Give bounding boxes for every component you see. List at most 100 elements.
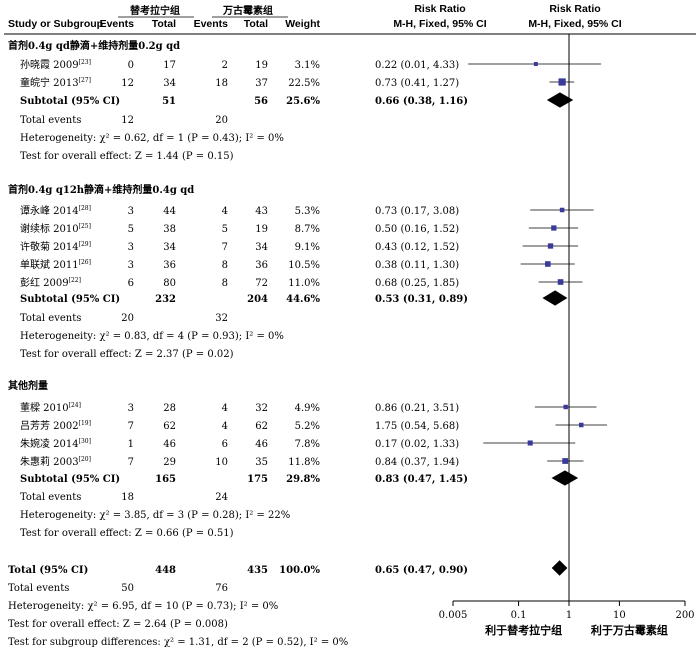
risk-ratio-header: Risk Ratio bbox=[414, 3, 465, 15]
subgroup-3-study-2-events-1: 7 bbox=[128, 421, 134, 432]
subgroup-2-subtotal-ci-text: 0.53 (0.31, 0.89) bbox=[375, 294, 468, 305]
subgroup-1-subtotal-label: Subtotal (95% CI) bbox=[20, 96, 120, 107]
subgroup-1-study-2-marker bbox=[558, 78, 566, 86]
subgroup-2-study-1-events-2: 4 bbox=[222, 206, 228, 217]
subgroup-3-subtotal-weight: 29.8% bbox=[286, 474, 320, 485]
total-weight: 100.0% bbox=[279, 565, 320, 576]
subgroup-2-study-1-marker bbox=[559, 207, 565, 213]
subgroup-1-study-1-marker bbox=[533, 62, 538, 66]
subgroup-1-study-1-events-2: 2 bbox=[222, 60, 228, 71]
subgroup-2-study-5-events-2: 8 bbox=[222, 278, 228, 289]
subgroup-1-total-events-2: 20 bbox=[215, 115, 228, 126]
events-header-2: Events bbox=[194, 18, 229, 30]
total-ci-text: 0.65 (0.47, 0.90) bbox=[375, 565, 468, 576]
subgroup-1-study-2-ci-text: 0.73 (0.41, 1.27) bbox=[375, 78, 459, 89]
subgroup-3-study-4-total-2: 35 bbox=[255, 457, 268, 468]
subgroup-1-heterogeneity: Heterogeneity: χ² = 0.62, df = 1 (P = 0.… bbox=[20, 133, 284, 144]
subgroup-2-total-events-1: 20 bbox=[121, 313, 134, 324]
weight-header: Weight bbox=[285, 18, 320, 30]
subgroup-1-study-2-events-1: 12 bbox=[121, 78, 134, 89]
overall-total-events-label: Total events bbox=[8, 583, 69, 594]
subgroup-2-subtotal-total-2: 204 bbox=[247, 294, 268, 305]
subgroup-3-overall-effect: Test for overall effect: Z = 0.66 (P = 0… bbox=[20, 528, 234, 539]
footer-line-1: Heterogeneity: χ² = 6.95, df = 10 (P = 0… bbox=[8, 601, 278, 612]
events-header-1: Events bbox=[100, 18, 135, 30]
subgroup-2-heterogeneity: Heterogeneity: χ² = 0.83, df = 4 (P = 0.… bbox=[20, 331, 284, 342]
subgroup-3-study-3-events-2: 6 bbox=[222, 439, 228, 450]
group-header-teicoplanin: 替考拉宁组 bbox=[130, 4, 180, 17]
subgroup-2-subtotal-label: Subtotal (95% CI) bbox=[20, 294, 120, 305]
subgroup-2-study-3-marker bbox=[547, 243, 554, 249]
subgroup-1-total-events-1: 12 bbox=[121, 115, 134, 126]
subgroup-3-total-events-2: 24 bbox=[215, 492, 228, 503]
subgroup-1-study-1-total-1: 17 bbox=[163, 60, 176, 71]
subgroup-2-study-2-weight: 8.7% bbox=[295, 224, 320, 235]
subgroup-2-study-5-events-1: 6 bbox=[128, 278, 134, 289]
subgroup-2-subtotal-total-1: 232 bbox=[155, 294, 176, 305]
subgroup-1-study-1-events-1: 0 bbox=[128, 60, 134, 71]
overall-total-events-1: 50 bbox=[121, 583, 134, 594]
subgroup-3-study-1-events-1: 3 bbox=[128, 403, 134, 414]
subgroup-1-subtotal-ci-text: 0.66 (0.38, 1.16) bbox=[375, 96, 468, 107]
overall-total-events-2: 76 bbox=[215, 583, 228, 594]
subgroup-2-study-4-ci-text: 0.38 (0.11, 1.30) bbox=[375, 260, 459, 271]
subgroup-3-study-1-name: 董樑 2010[24] bbox=[20, 401, 81, 414]
total-n-1: 448 bbox=[155, 565, 176, 576]
subgroup-3-study-4-weight: 11.8% bbox=[288, 457, 320, 468]
subgroup-3-study-3-weight: 7.8% bbox=[295, 439, 320, 450]
subgroup-2-study-2-name: 谢续标 2010[25] bbox=[20, 222, 91, 235]
subgroup-2-study-2-ci-text: 0.50 (0.16, 1.52) bbox=[375, 224, 459, 235]
subgroup-3-total-events-1: 18 bbox=[121, 492, 134, 503]
subgroup-2-overall-effect: Test for overall effect: Z = 2.37 (P = 0… bbox=[20, 349, 234, 360]
subgroup-3-study-2-name: 吕芳芳 2002[19] bbox=[20, 419, 91, 432]
subgroup-3-study-2-events-2: 4 bbox=[222, 421, 228, 432]
subgroup-3-subtotal-diamond bbox=[551, 470, 579, 486]
subgroup-2-study-1-events-1: 3 bbox=[128, 206, 134, 217]
subgroup-2-study-3-total-2: 34 bbox=[255, 242, 268, 253]
subgroup-1-study-1-total-2: 19 bbox=[255, 60, 268, 71]
subgroup-2-total-events-2: 32 bbox=[215, 313, 228, 324]
x-tick-label-5: 200 bbox=[675, 610, 694, 621]
subgroup-3-heterogeneity: Heterogeneity: χ² = 3.85, df = 3 (P = 0.… bbox=[20, 510, 290, 521]
subgroup-3-subtotal-label: Subtotal (95% CI) bbox=[20, 474, 120, 485]
total-n-2: 435 bbox=[247, 565, 268, 576]
subgroup-2-subtotal-weight: 44.6% bbox=[286, 294, 320, 305]
subgroup-2-study-4-total-1: 36 bbox=[163, 260, 176, 271]
subgroup-3-study-3-marker bbox=[527, 440, 533, 446]
x-tick-label-3: 1 bbox=[566, 610, 572, 621]
subgroup-2-study-3-total-1: 34 bbox=[163, 242, 176, 253]
subgroup-3-study-4-name: 朱惠莉 2003[20] bbox=[20, 455, 91, 468]
subgroup-2-study-2-marker bbox=[551, 225, 557, 231]
subgroup-1-overall-effect: Test for overall effect: Z = 1.44 (P = 0… bbox=[20, 151, 234, 162]
subgroup-3-study-3-name: 朱婉凌 2014[30] bbox=[20, 437, 91, 450]
subgroup-2-total-events-label: Total events bbox=[20, 313, 81, 324]
subgroup-3-title: 其他剂量 bbox=[8, 379, 48, 392]
subgroup-3-study-4-events-2: 10 bbox=[215, 457, 228, 468]
risk-ratio-plot-subheader: M-H, Fixed, 95% CI bbox=[528, 18, 621, 30]
subgroup-2-study-2-events-1: 5 bbox=[128, 224, 134, 235]
subgroup-2-study-4-events-2: 8 bbox=[222, 260, 228, 271]
subgroup-3-study-3-events-1: 1 bbox=[128, 439, 134, 450]
risk-ratio-subheader: M-H, Fixed, 95% CI bbox=[393, 18, 486, 30]
subgroup-3-study-3-total-1: 46 bbox=[163, 439, 176, 450]
subgroup-2-study-3-ci-text: 0.43 (0.12, 1.52) bbox=[375, 242, 459, 253]
subgroup-3-study-1-events-2: 4 bbox=[222, 403, 228, 414]
subgroup-3-subtotal-total-2: 175 bbox=[247, 474, 268, 485]
subgroup-2-study-1-name: 谭永峰 2014[28] bbox=[20, 204, 91, 217]
subgroup-2-study-3-name: 许敬菊 2014[29] bbox=[20, 240, 91, 253]
subgroup-1-total-events-label: Total events bbox=[20, 115, 81, 126]
subgroup-3-study-1-marker bbox=[563, 404, 568, 410]
total-header-1: Total bbox=[152, 18, 176, 30]
subgroup-2-study-5-name: 彭红 2009[22] bbox=[20, 276, 81, 289]
subgroup-2-study-4-total-2: 36 bbox=[255, 260, 268, 271]
subgroup-3-study-2-weight: 5.2% bbox=[295, 421, 320, 432]
subgroup-1-subtotal-weight: 25.6% bbox=[286, 96, 320, 107]
subgroup-1-study-1-ci-text: 0.22 (0.01, 4.33) bbox=[375, 60, 459, 71]
subgroup-3-study-1-total-2: 32 bbox=[255, 403, 268, 414]
subgroup-2-study-5-total-2: 72 bbox=[255, 278, 268, 289]
subgroup-2-study-1-total-2: 43 bbox=[255, 206, 268, 217]
subgroup-3-study-4-total-1: 29 bbox=[163, 457, 176, 468]
subgroup-2-study-2-events-2: 5 bbox=[222, 224, 228, 235]
footer-line-2: Test for overall effect: Z = 2.64 (P = 0… bbox=[8, 619, 228, 630]
